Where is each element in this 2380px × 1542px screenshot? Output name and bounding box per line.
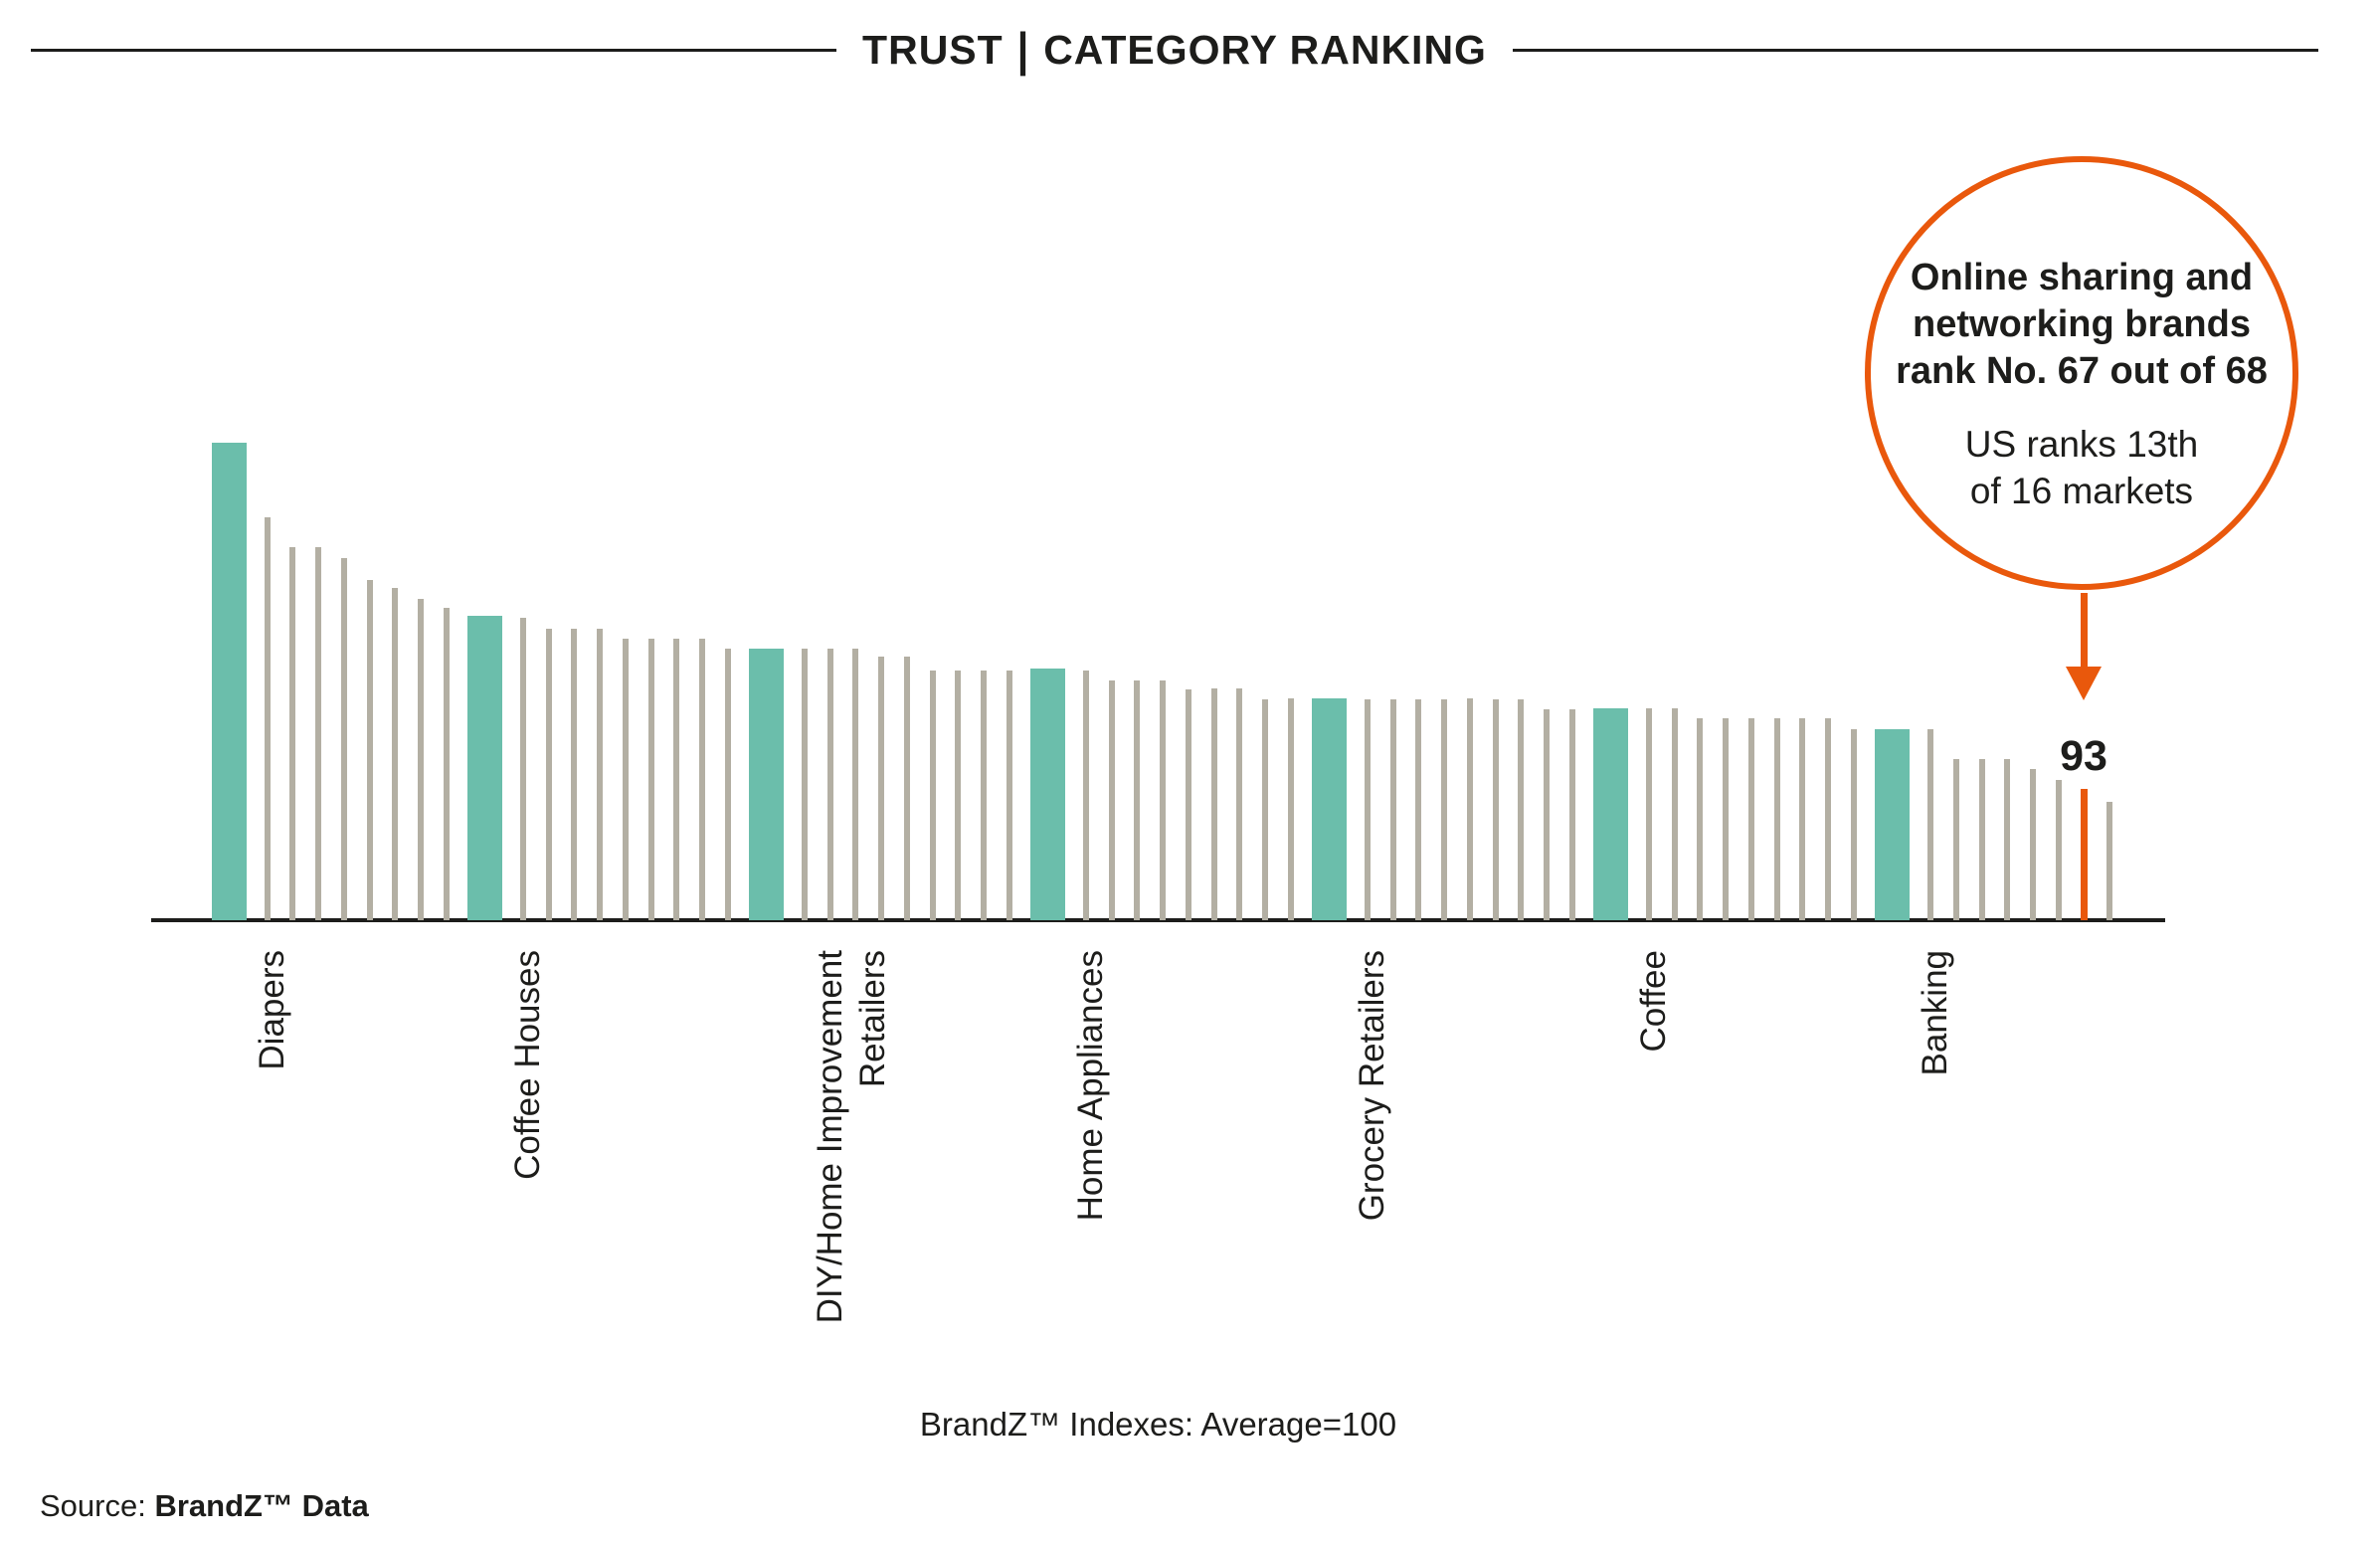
bar (1825, 718, 1832, 920)
bar (1568, 709, 1575, 920)
bar (699, 639, 705, 920)
bar (1466, 698, 1473, 920)
bar (1082, 671, 1089, 920)
callout-bold-text: Online sharing and networking brands ran… (1896, 256, 2268, 392)
bar (1978, 759, 1985, 920)
page-title-separator: | (1016, 22, 1030, 76)
bar (392, 588, 399, 920)
bar (366, 580, 373, 920)
bar (1210, 688, 1217, 920)
bar (1185, 689, 1191, 920)
bar (1646, 708, 1652, 920)
bar (571, 629, 578, 920)
bar-grocery-retailers (1311, 698, 1347, 920)
bar (2106, 802, 2113, 920)
bar (981, 671, 988, 920)
bar-banking (1874, 729, 1910, 920)
bar (1108, 680, 1115, 920)
bar (647, 639, 654, 920)
callout-arrow-head-icon (2066, 667, 2102, 700)
bar (519, 618, 526, 920)
bar (852, 649, 859, 920)
header-rule-left (31, 48, 837, 52)
bar-online-sharing-and-networking-brands (2080, 789, 2088, 920)
bar (878, 657, 885, 920)
bar (955, 671, 962, 920)
bar (1236, 688, 1243, 920)
bar (2029, 769, 2036, 920)
bar (597, 629, 604, 920)
page-header: TRUST | CATEGORY RANKING (31, 23, 2318, 76)
bar (903, 657, 910, 920)
bar (1134, 680, 1141, 920)
source-name: BrandZ™ Data (154, 1488, 369, 1523)
bar (673, 639, 680, 920)
bar-diy-home-improvement-retailers (748, 649, 784, 920)
category-label-home-appliances: Home Appliances (1070, 950, 1110, 1222)
bar (724, 649, 731, 920)
bar (1773, 718, 1780, 920)
page-title-right: CATEGORY RANKING (1043, 26, 1487, 73)
bar (826, 649, 833, 920)
bar (2004, 759, 2011, 920)
bar (417, 599, 424, 920)
bar (1441, 699, 1448, 920)
bar (1364, 699, 1371, 920)
bar (2055, 780, 2062, 920)
bar (622, 639, 629, 920)
category-label-diy-home-improvement-retailers: DIY/Home Improvement Retailers (811, 950, 893, 1324)
bar (1160, 680, 1167, 920)
bar (545, 629, 552, 920)
category-label-coffee: Coffee (1633, 950, 1673, 1053)
bar (443, 608, 450, 920)
bar (1492, 699, 1499, 920)
bar (289, 547, 296, 920)
bar-coffee-houses (466, 616, 502, 920)
bar (1262, 699, 1269, 920)
bar (264, 517, 271, 920)
bar (1952, 759, 1959, 920)
callout-circle: Online sharing and networking brands ran… (1865, 156, 2298, 590)
x-axis-line (151, 918, 2165, 922)
bar (340, 558, 347, 920)
bar (1518, 699, 1525, 920)
chart-note: BrandZ™ Indexes: Average=100 (919, 1406, 1397, 1443)
bar-home-appliances (1029, 669, 1065, 920)
callout-regular-text: US ranks 13th of 16 markets (1964, 423, 2199, 511)
bar (1850, 729, 1857, 920)
bar (1389, 699, 1396, 920)
bar (1927, 729, 1934, 920)
bar-diapers (211, 443, 247, 920)
data-label-93: 93 (2060, 732, 2107, 780)
callout-arrow-shaft (2081, 593, 2088, 669)
category-label-grocery-retailers: Grocery Retailers (1352, 950, 1391, 1222)
bar (1006, 671, 1012, 920)
bar (315, 547, 322, 920)
category-label-diapers: Diapers (252, 950, 291, 1070)
bar (1747, 718, 1754, 920)
bar (801, 649, 808, 920)
header-rule-right (1512, 48, 2318, 52)
bar (1415, 699, 1422, 920)
page-title: TRUST | CATEGORY RANKING (862, 23, 1487, 76)
bar (1799, 718, 1806, 920)
bar (1697, 718, 1704, 920)
category-label-coffee-houses: Coffee Houses (507, 950, 547, 1180)
page-title-left: TRUST (862, 26, 1004, 73)
bar (929, 671, 936, 920)
source-prefix: Source: (40, 1488, 155, 1523)
category-label-banking: Banking (1915, 950, 1954, 1076)
bar (1544, 709, 1551, 920)
bar-coffee (1592, 708, 1628, 920)
bar (1671, 708, 1678, 920)
bar (1723, 718, 1730, 920)
source-note: Source: BrandZ™ Data (40, 1488, 369, 1524)
bar (1287, 698, 1294, 920)
